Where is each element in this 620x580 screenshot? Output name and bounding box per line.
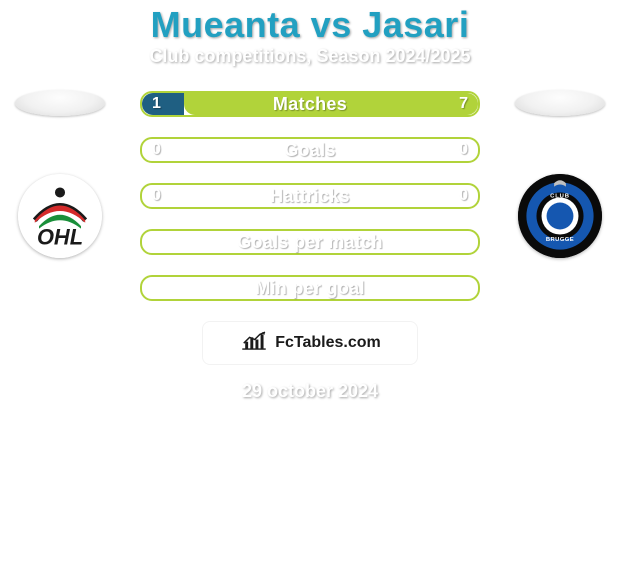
stat-row: Min per goal	[140, 275, 480, 301]
left-player-column: OHL	[0, 91, 120, 258]
stat-value-left: 0	[152, 139, 161, 161]
comparison-subtitle: Club competitions, Season 2024/2025	[0, 46, 620, 67]
stat-row: 0 0Hattricks	[140, 183, 480, 209]
stat-fill-left	[142, 93, 184, 115]
stat-label: Min per goal	[142, 277, 478, 299]
stat-value-right: 7	[459, 93, 468, 115]
site-attribution: FcTables.com	[202, 321, 418, 365]
stat-row: Goals per match	[140, 229, 480, 255]
date-label: 29 october 2024	[0, 381, 620, 402]
comparison-content: OHL CLUB BRUGGE 17Matches00Goals00Hattri…	[0, 91, 620, 402]
right-player-column: CLUB BRUGGE	[500, 91, 620, 258]
stat-value-right: 0	[459, 185, 468, 207]
left-club-badge: OHL	[18, 174, 102, 258]
stat-value-left: 1	[152, 93, 161, 115]
svg-text:CLUB: CLUB	[550, 194, 570, 200]
stat-label: Goals per match	[142, 231, 478, 253]
stat-value-left: 0	[152, 185, 161, 207]
right-club-badge: CLUB BRUGGE	[518, 174, 602, 258]
comparison-title: Mueanta vs Jasari	[0, 4, 620, 46]
stat-fill-right	[184, 93, 478, 115]
stat-label: Hattricks	[142, 185, 478, 207]
chart-icon	[239, 330, 269, 357]
right-player-avatar	[515, 90, 605, 116]
stat-row: 0 0Goals	[140, 137, 480, 163]
left-player-avatar	[15, 90, 105, 116]
svg-text:BRUGGE: BRUGGE	[546, 237, 574, 243]
stat-bars: 17Matches00Goals00HattricksGoals per mat…	[140, 91, 480, 301]
stat-value-right: 0	[459, 139, 468, 161]
stat-row: 17Matches	[140, 91, 480, 117]
stat-label: Goals	[142, 139, 478, 161]
svg-text:OHL: OHL	[37, 225, 83, 250]
site-label: FcTables.com	[275, 334, 381, 352]
